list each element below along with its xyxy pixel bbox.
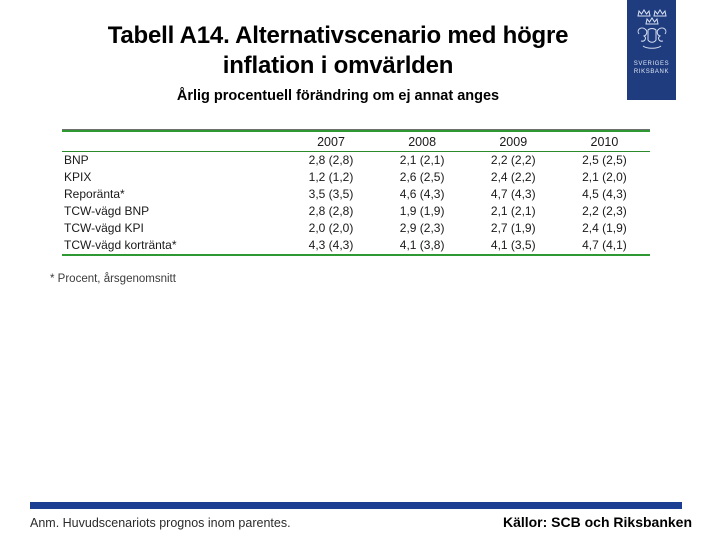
logo-org-name-line1: SVERIGES — [633, 61, 670, 67]
table-cell: 2,5 (2,5) — [582, 153, 627, 167]
table-cell: 2,1 (2,1) — [490, 204, 536, 218]
row-label: TCW-vägd BNP — [64, 204, 150, 218]
table-row: TCW-vägd kortränta* 4,3 (4,3) 4,1 (3,8) … — [62, 237, 650, 255]
row-label: KPIX — [64, 170, 92, 184]
table-cell: 4,1 (3,8) — [399, 238, 445, 252]
table-cell: 2,2 (2,2) — [490, 153, 536, 167]
table-cell: 1,2 (1,2) — [308, 170, 354, 184]
logo-org-name-line2: RIKSBANK — [633, 69, 670, 75]
title-block: Tabell A14. Alternativscenario med högre… — [0, 21, 676, 104]
table-cell: 4,3 (4,3) — [308, 238, 354, 252]
table-row: TCW-vägd BNP 2,8 (2,8) 1,9 (1,9) 2,1 (2,… — [62, 203, 650, 220]
table-cell: 4,5 (4,3) — [582, 187, 627, 201]
table-footnote: * Procent, årsgenomsnitt — [50, 273, 176, 285]
table-cell: 2,1 (2,0) — [582, 170, 627, 184]
table-row: BNP 2,8 (2,8) 2,1 (2,1) 2,2 (2,2) 2,5 (2… — [62, 152, 650, 170]
footer-note: Anm. Huvudscenariots prognos inom parent… — [30, 516, 291, 530]
table-cell: 2,4 (2,2) — [490, 170, 536, 184]
table-cell: 2,7 (1,9) — [490, 221, 536, 235]
row-label: Reporänta* — [64, 187, 125, 201]
table-cell: 2,4 (1,9) — [582, 221, 627, 235]
table-cell: 4,7 (4,3) — [490, 187, 536, 201]
slide-title-line2: inflation i omvärlden — [222, 52, 454, 79]
table-row: TCW-vägd KPI 2,0 (2,0) 2,9 (2,3) 2,7 (1,… — [62, 220, 650, 237]
table-cell: 2,1 (2,1) — [399, 153, 445, 167]
table-row: KPIX 1,2 (1,2) 2,6 (2,5) 2,4 (2,2) 2,1 (… — [62, 169, 650, 186]
riksbank-logo: SVERIGES RIKSBANK — [627, 0, 676, 100]
row-label: BNP — [64, 153, 89, 167]
scenario-table: 2007 2008 2009 2010 BNP 2,8 (2,8) 2,1 (2… — [62, 129, 650, 256]
table-cell: 2,8 (2,8) — [308, 153, 354, 167]
footer-divider-bar — [30, 502, 682, 509]
year-column-header: 2010 — [558, 131, 650, 152]
scenario-table-grid: 2007 2008 2009 2010 BNP 2,8 (2,8) 2,1 (2… — [62, 130, 650, 256]
table-cell: 3,5 (3,5) — [308, 187, 354, 201]
row-label: TCW-vägd kortränta* — [64, 238, 177, 252]
three-crowns-emblem-icon — [636, 9, 667, 49]
table-row: Reporänta* 3,5 (3,5) 4,6 (4,3) 4,7 (4,3)… — [62, 186, 650, 203]
table-cell: 4,7 (4,1) — [582, 238, 627, 252]
footer-sources: Källor: SCB och Riksbanken — [502, 514, 692, 530]
table-cell: 4,1 (3,5) — [490, 238, 536, 252]
table-cell: 2,6 (2,5) — [399, 170, 445, 184]
year-column-header: 2009 — [467, 131, 559, 152]
table-cell: 2,8 (2,8) — [308, 204, 354, 218]
table-header-row: 2007 2008 2009 2010 — [62, 131, 650, 152]
empty-corner-cell — [62, 131, 286, 152]
row-label: TCW-vägd KPI — [64, 221, 144, 235]
slide-title: Tabell A14. Alternativscenario med högre… — [0, 21, 676, 81]
table-cell: 4,6 (4,3) — [399, 187, 445, 201]
table-cell: 2,2 (2,3) — [582, 204, 627, 218]
table-cell: 1,9 (1,9) — [399, 204, 445, 218]
table-cell: 2,9 (2,3) — [399, 221, 445, 235]
year-column-header: 2008 — [376, 131, 468, 152]
slide-title-line1: Tabell A14. Alternativscenario med högre — [107, 22, 569, 49]
year-column-header: 2007 — [285, 131, 377, 152]
table-cell: 2,0 (2,0) — [308, 221, 354, 235]
slide-subtitle: Årlig procentuell förändring om ej annat… — [176, 88, 500, 104]
